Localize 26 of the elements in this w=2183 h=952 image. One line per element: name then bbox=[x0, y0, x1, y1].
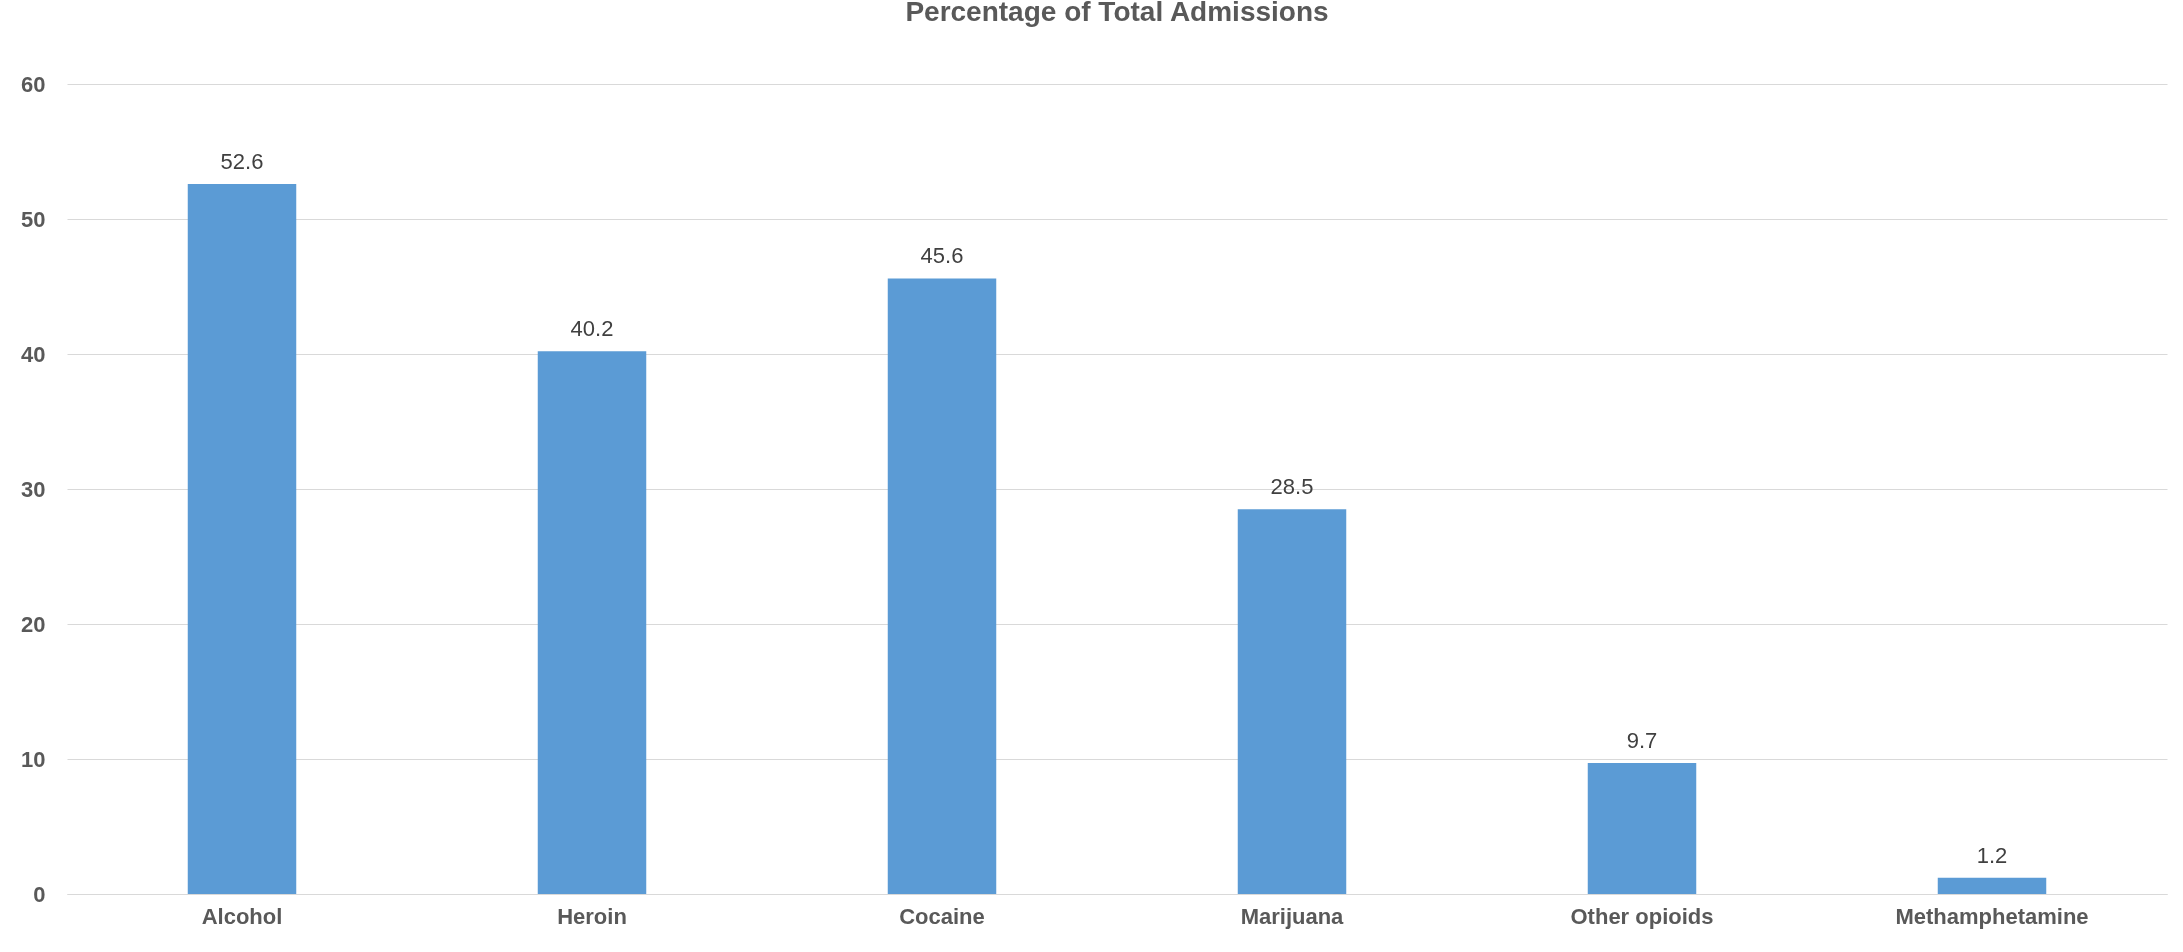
x-tick-label: Other opioids bbox=[1570, 903, 1714, 929]
data-label: 45.6 bbox=[920, 243, 964, 269]
x-tick-label: Methamphetamine bbox=[1895, 903, 2089, 929]
y-tick-label: 60 bbox=[21, 71, 46, 97]
data-label: 1.2 bbox=[1976, 842, 2008, 868]
y-tick-label: 20 bbox=[21, 611, 46, 637]
data-label: 28.5 bbox=[1270, 474, 1314, 500]
y-tick-label: 40 bbox=[21, 341, 46, 367]
data-label: 9.7 bbox=[1626, 728, 1658, 754]
chart-title: Percentage of Total Admissions bbox=[905, 0, 1329, 27]
x-tick-label: Cocaine bbox=[899, 903, 985, 929]
y-tick-label: 50 bbox=[21, 206, 46, 232]
data-label: 52.6 bbox=[220, 148, 264, 174]
bar bbox=[1237, 509, 1347, 894]
bar bbox=[887, 278, 997, 894]
bar bbox=[537, 351, 647, 894]
bar bbox=[1937, 877, 2047, 894]
y-tick-label: 0 bbox=[33, 881, 46, 907]
y-tick-label: 30 bbox=[21, 476, 46, 502]
bar bbox=[1587, 763, 1697, 894]
x-tick-label: Alcohol bbox=[201, 903, 283, 929]
x-tick-label: Heroin bbox=[557, 903, 627, 929]
bar bbox=[187, 183, 297, 894]
y-tick-label: 10 bbox=[21, 746, 46, 772]
x-tick-label: Marijuana bbox=[1240, 903, 1345, 929]
data-label: 40.2 bbox=[570, 316, 614, 342]
